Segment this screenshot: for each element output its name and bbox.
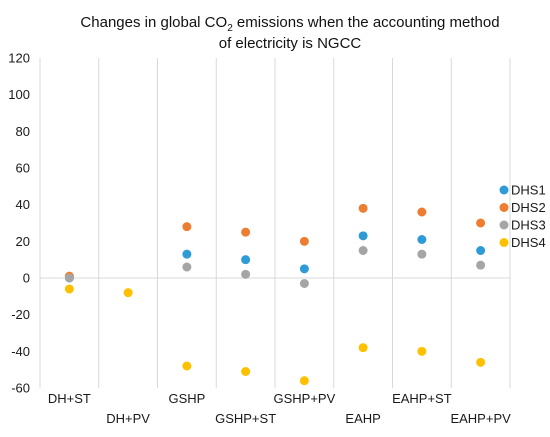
data-point-dhs2 bbox=[417, 207, 427, 217]
data-point-dhs4 bbox=[417, 346, 427, 356]
chart-title-line1: Changes in global CO2 emissions when the… bbox=[80, 14, 499, 34]
data-point-dhs3 bbox=[182, 262, 192, 272]
data-point-dhs2 bbox=[241, 227, 251, 237]
x-tick-label: DH+PV bbox=[106, 411, 150, 426]
x-tick-label: EAHP+PV bbox=[450, 411, 511, 426]
data-point-dhs2 bbox=[182, 222, 192, 232]
data-point-dhs1 bbox=[358, 231, 368, 241]
y-tick-label: 20 bbox=[16, 234, 30, 249]
x-tick-label: DH+ST bbox=[48, 391, 91, 406]
data-point-dhs1 bbox=[241, 255, 251, 265]
chart-title-line2: of electricity is NGCC bbox=[219, 35, 362, 52]
title-subscript: 2 bbox=[227, 23, 233, 34]
data-point-dhs3 bbox=[476, 260, 486, 270]
data-point-dhs2 bbox=[476, 218, 486, 228]
x-tick-label: EAHP+ST bbox=[392, 391, 452, 406]
data-point-dhs4 bbox=[241, 367, 251, 376]
legend: DHS1 DHS2 DHS3 DHS4 bbox=[499, 183, 546, 250]
legend-marker bbox=[499, 220, 509, 230]
legend-label: DHS3 bbox=[511, 218, 546, 233]
y-tick-label: -40 bbox=[11, 344, 30, 359]
legend-marker bbox=[499, 203, 509, 212]
data-point-dhs1 bbox=[299, 264, 309, 274]
data-point-dhs3 bbox=[241, 269, 251, 279]
x-tick-label: EAHP bbox=[345, 411, 380, 426]
y-tick-label: 100 bbox=[8, 87, 30, 102]
x-tick-label: GSHP+ST bbox=[215, 411, 276, 426]
data-point-dhs2 bbox=[358, 203, 368, 213]
y-tick-label: 120 bbox=[8, 51, 30, 66]
data-point-dhs2 bbox=[299, 236, 309, 246]
data-point-dhs4 bbox=[64, 284, 74, 294]
data-point-dhs1 bbox=[476, 246, 486, 255]
legend-label: DHS4 bbox=[511, 235, 546, 250]
data-point-dhs4 bbox=[123, 288, 133, 298]
y-tick-label: 40 bbox=[16, 197, 30, 212]
y-tick-label: 60 bbox=[16, 161, 30, 176]
y-tick-label: 0 bbox=[23, 271, 30, 286]
legend-label: DHS2 bbox=[511, 200, 546, 215]
data-point-dhs4 bbox=[358, 343, 368, 353]
x-tick-label: GSHP+PV bbox=[273, 391, 335, 406]
data-point-dhs3 bbox=[299, 279, 309, 288]
data-points bbox=[64, 203, 486, 386]
data-point-dhs4 bbox=[182, 361, 192, 371]
y-tick-label: -60 bbox=[11, 381, 30, 396]
legend-label: DHS1 bbox=[511, 183, 546, 198]
data-point-dhs3 bbox=[358, 246, 368, 255]
x-axis-tick-labels: DH+ST DH+PV GSHP GSHP+ST GSHP+PV EAHP EAHP+ST E… bbox=[48, 391, 511, 426]
y-tick-label: -20 bbox=[11, 307, 30, 322]
legend-marker bbox=[499, 238, 509, 247]
data-point-dhs1 bbox=[182, 249, 192, 259]
y-axis-tick-labels: -60 -40 -20 0 20 40 60 80 100 120 bbox=[8, 51, 30, 396]
data-point-dhs4 bbox=[476, 357, 486, 367]
legend-marker bbox=[499, 185, 509, 195]
y-tick-label: 80 bbox=[16, 124, 30, 139]
data-point-dhs1 bbox=[417, 235, 427, 244]
data-point-dhs3 bbox=[417, 249, 427, 259]
data-point-dhs3 bbox=[64, 273, 74, 283]
gridlines bbox=[39, 58, 511, 388]
x-tick-label: GSHP bbox=[168, 391, 205, 406]
data-point-dhs4 bbox=[299, 376, 309, 386]
